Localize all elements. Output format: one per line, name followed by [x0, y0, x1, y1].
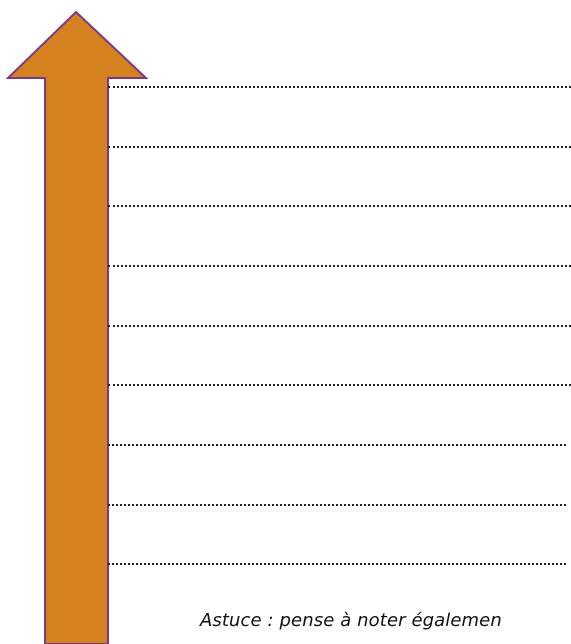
hint-text: Astuce : pense à noter égalemen	[200, 610, 502, 631]
up-arrow-shape	[5, 10, 149, 644]
writing-line-7	[108, 444, 566, 446]
writing-line-4	[108, 265, 571, 267]
writing-line-2	[108, 146, 571, 148]
writing-line-9	[108, 563, 566, 565]
writing-line-3	[108, 205, 571, 207]
up-arrow-icon	[5, 10, 149, 644]
writing-line-5	[108, 325, 571, 327]
writing-line-1	[108, 86, 571, 88]
writing-line-8	[108, 504, 566, 506]
writing-line-6	[108, 384, 571, 386]
